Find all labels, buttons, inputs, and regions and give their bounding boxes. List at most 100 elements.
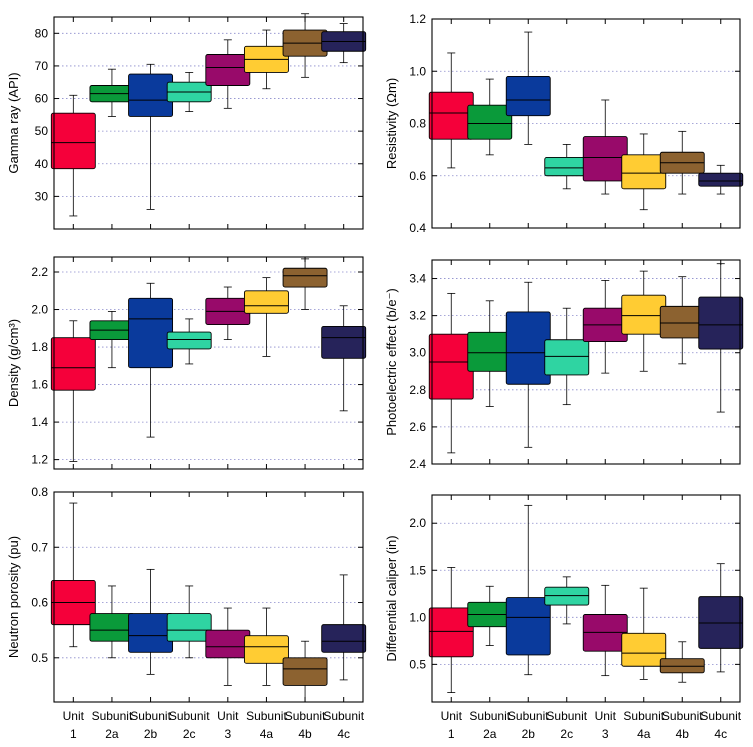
y-tick-label: 60 (35, 92, 49, 106)
box-iqr (428, 333, 474, 400)
y-tick-label: 0.5 (31, 651, 48, 665)
box-iqr (166, 331, 212, 350)
box-iqr (659, 305, 705, 339)
x-category-top: Subunit (662, 709, 703, 723)
box-1 (428, 52, 474, 169)
box-iqr (621, 632, 667, 667)
box-iqr (698, 296, 744, 350)
box-iqr (128, 297, 174, 369)
box-3 (582, 279, 628, 374)
y-tick-label: 1.2 (409, 12, 426, 26)
box-2c (166, 585, 212, 659)
chart-panel-1: 30 40 50 60 70 80 Gamma ray (API) (6, 13, 367, 230)
box-iqr (50, 337, 96, 391)
x-category-bottom: 4a (260, 727, 274, 741)
plot-frame (431, 18, 741, 229)
box-2b (505, 281, 551, 448)
box-1 (50, 502, 96, 648)
y-tick-label: 1.0 (409, 64, 426, 78)
box-4a (243, 29, 289, 90)
x-category-bottom: 3 (602, 727, 609, 741)
y-tick-label: 0.5 (409, 657, 426, 671)
y-tick-label: 0.6 (31, 596, 48, 610)
box-iqr (544, 339, 590, 376)
box-iqr (428, 91, 474, 140)
box-4a (243, 607, 289, 686)
chart-panel-4: 2.4 2.6 2.8 3.0 3.2 3.4 Photoelectric effect (… (384, 259, 744, 471)
x-category-bottom: 4b (298, 727, 312, 741)
box-2c (544, 307, 590, 406)
box-iqr (282, 657, 328, 686)
box-iqr (205, 54, 251, 86)
y-tick-label: 0.8 (31, 485, 48, 499)
x-category-bottom: 2b (522, 727, 536, 741)
box-4c (698, 263, 744, 413)
x-category-bottom: 4a (637, 727, 651, 741)
y-tick-label: 0.4 (409, 221, 426, 235)
x-category-top: Unit (441, 709, 463, 723)
box-2c (544, 576, 590, 625)
y-tick-label: 3.4 (409, 272, 426, 286)
x-category-bottom: 4c (337, 727, 350, 741)
box-iqr (89, 613, 135, 642)
y-tick-label: 2.6 (409, 420, 426, 434)
y-tick-label: 2.0 (409, 516, 426, 530)
chart-panel-5: 0.5 0.6 0.7 0.8 Neutron porosity (pu) Unit 1 Su… (6, 485, 367, 741)
box-4a (621, 270, 667, 372)
x-category-top: Subunit (469, 709, 510, 723)
y-tick-label: 30 (35, 189, 49, 203)
plot-frame (53, 256, 364, 470)
plot-frame (431, 494, 741, 703)
y-tick-label: 2.4 (409, 457, 426, 471)
y-tick-label: 50 (35, 124, 49, 138)
box-4b (282, 258, 328, 310)
box-2a (89, 311, 135, 369)
x-category-top: Unit (63, 709, 85, 723)
box-iqr (321, 624, 367, 653)
box-iqr (505, 76, 551, 117)
plot-frame (53, 16, 364, 230)
y-tick-label: 80 (35, 26, 49, 40)
box-2c (166, 72, 212, 112)
box-iqr (166, 613, 212, 642)
x-category-top: Subunit (169, 709, 210, 723)
box-3 (582, 584, 628, 677)
box-4c (321, 305, 367, 412)
x-category-top: Subunit (546, 709, 587, 723)
x-category-top: Subunit (130, 709, 171, 723)
y-tick-label: 0.6 (409, 169, 426, 183)
box-4c (321, 23, 367, 64)
box-2a (467, 585, 513, 646)
box-4b (282, 13, 328, 78)
box-2c (166, 318, 212, 365)
x-category-bottom: 2c (560, 727, 573, 741)
box-2a (89, 68, 135, 117)
box-iqr (321, 325, 367, 359)
y-tick-label: 1.8 (31, 340, 48, 354)
chart-panel-3: 1.2 1.4 1.6 1.8 2.0 2.2 Density (g/cm³) (6, 256, 367, 470)
box-4b (659, 276, 705, 365)
box-4a (243, 277, 289, 357)
box-2a (89, 585, 135, 659)
y-tick-label: 40 (35, 157, 49, 171)
box-iqr (582, 136, 628, 182)
x-category-bottom: 1 (448, 727, 455, 741)
x-category-top: Unit (595, 709, 617, 723)
box-2b (128, 568, 174, 675)
box-iqr (698, 172, 744, 187)
y-tick-label: 1.5 (409, 563, 426, 577)
y-tick-label: 1.4 (31, 415, 48, 429)
x-category-top: Subunit (508, 709, 549, 723)
x-category-top: Unit (217, 709, 239, 723)
box-1 (428, 567, 474, 693)
x-category-top: Subunit (323, 709, 364, 723)
box-1 (50, 94, 96, 217)
y-axis-label: Density (g/cm³) (6, 319, 21, 407)
box-3 (205, 286, 251, 340)
x-category-bottom: 2a (483, 727, 497, 741)
box-2b (505, 31, 551, 145)
box-2b (128, 282, 174, 438)
box-iqr (467, 104, 513, 140)
x-category-top: Subunit (285, 709, 326, 723)
